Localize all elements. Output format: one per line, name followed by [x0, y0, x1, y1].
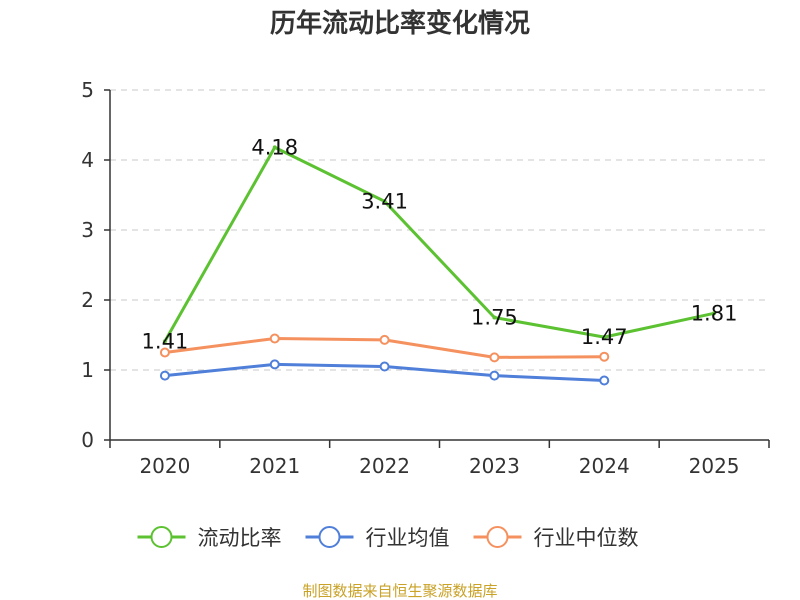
grid-lines	[110, 89, 769, 371]
chart-title: 历年流动比率变化情况	[270, 8, 530, 39]
x-tick-label: 2021	[249, 454, 300, 478]
series-2-point	[489, 352, 500, 363]
series-2-point	[269, 333, 280, 344]
y-tick-label: 2	[81, 288, 94, 312]
series-0-line	[163, 145, 715, 343]
data-label: 1.81	[691, 301, 738, 325]
series-1-point	[379, 361, 390, 372]
legend-swatch-marker	[486, 526, 509, 548]
legend-item-2[interactable]: 行业中位数	[473, 526, 639, 550]
series-0-point	[712, 311, 717, 316]
y-tick-label: 0	[81, 428, 94, 452]
y-tick-label: 5	[81, 78, 94, 102]
y-tick-label: 3	[81, 218, 94, 242]
legend-item-0[interactable]: 流动比率	[137, 526, 282, 550]
x-tick-label: 2025	[689, 454, 740, 478]
series-0-point	[272, 145, 277, 150]
series-1-point	[159, 370, 170, 381]
x-tick-label: 2022	[359, 454, 410, 478]
x-tick-label: 2020	[139, 454, 190, 478]
legend[interactable]: 流动比率 行业均值 行业中位数	[137, 526, 639, 550]
series-2-point	[599, 351, 610, 362]
legend-item-1[interactable]: 行业均值	[305, 526, 450, 550]
data-labels: 1.41 4.18 3.41 1.75 1.47 1.81	[142, 135, 738, 353]
x-tick-label: 2023	[469, 454, 520, 478]
data-label: 4.18	[251, 135, 298, 159]
series-lines	[159, 145, 717, 386]
data-label: 3.41	[361, 189, 408, 213]
axes: 0 1 2 3 4 5 2020 2021 2022 2023 2024 2025	[81, 78, 770, 478]
series-2-point	[159, 347, 170, 358]
x-tick-label: 2024	[579, 454, 630, 478]
series-1-point	[269, 359, 280, 370]
series-1-point	[489, 370, 500, 381]
y-tick-label: 4	[81, 148, 94, 172]
legend-swatch-marker	[150, 526, 173, 548]
y-tick-label: 1	[81, 358, 94, 382]
series-0-point	[492, 315, 497, 320]
legend-label: 行业均值	[366, 526, 450, 550]
legend-label: 流动比率	[198, 526, 282, 550]
legend-swatch-marker	[318, 526, 341, 548]
legend-label: 行业中位数	[534, 526, 639, 550]
data-label: 1.47	[581, 325, 628, 349]
series-0-point	[162, 339, 167, 344]
data-label: 1.41	[142, 329, 189, 353]
series-0-point	[382, 199, 387, 204]
series-0-point	[602, 335, 607, 340]
series-1-point	[599, 375, 610, 386]
data-label: 1.75	[471, 306, 518, 330]
source-note: 制图数据来自恒生聚源数据库	[302, 582, 497, 600]
series-2-point	[379, 334, 390, 345]
